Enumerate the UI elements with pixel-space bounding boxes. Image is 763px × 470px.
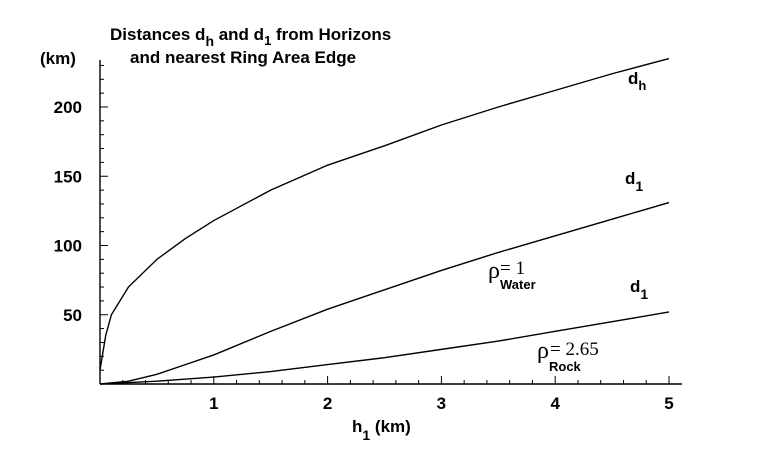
- curves: [99, 57, 670, 385]
- y-tick-label: 100: [54, 237, 82, 256]
- label-d1-rock-main: d: [630, 277, 640, 296]
- x-axis-label: h1 (km): [352, 417, 411, 443]
- series-line-2: [99, 311, 670, 385]
- label-dh: dh: [628, 69, 646, 93]
- rho-rock-symbol: ρ: [537, 338, 549, 364]
- rho-water-symbol: ρ: [488, 258, 500, 284]
- x-label-post: (km): [370, 417, 411, 436]
- rho-water-eq: = 1: [500, 258, 525, 279]
- y-tick-label: 50: [63, 306, 82, 325]
- title-sub-1: 1: [264, 33, 271, 48]
- chart-title-line2: and nearest Ring Area Edge: [130, 48, 356, 67]
- annotation-rho-rock: ρ = 2.65 Rock: [537, 338, 599, 374]
- label-d1-water-main: d: [625, 169, 635, 188]
- title-part-mid: and d: [214, 25, 264, 44]
- x-tick-label: 5: [664, 394, 673, 413]
- rho-rock-sub: Rock: [549, 359, 582, 374]
- label-d1-rock-sub: 1: [640, 286, 648, 302]
- label-d1-water: d1: [625, 169, 643, 194]
- x-ticks: 1 2 3 4 5: [122, 376, 674, 413]
- annotation-rho-water: ρ = 1 Water: [488, 258, 536, 292]
- x-label-main: h: [352, 417, 362, 436]
- y-tick-label: 150: [54, 167, 82, 186]
- title-part-pre: Distances d: [110, 25, 205, 44]
- x-tick-label: 2: [323, 394, 332, 413]
- label-dh-main: d: [628, 69, 638, 88]
- series-line-0: [99, 57, 670, 371]
- rho-water-sub: Water: [500, 277, 536, 292]
- x-tick-label: 1: [209, 394, 218, 413]
- x-tick-label: 4: [550, 394, 560, 413]
- x-label-sub: 1: [362, 427, 370, 443]
- label-dh-sub: h: [638, 78, 646, 93]
- rho-rock-eq: = 2.65: [550, 339, 599, 360]
- y-tick-label: 200: [54, 98, 82, 117]
- y-axis-label: (km): [40, 49, 76, 68]
- label-d1-rock: d1: [630, 277, 648, 302]
- title-sub-h: h: [205, 33, 214, 49]
- title-part-post: from Horizons: [271, 25, 391, 44]
- series-line-1: [99, 201, 670, 385]
- chart-title-line1: Distances dh and d1 from Horizons: [110, 25, 391, 49]
- y-ticks: 50 100 150 200: [54, 64, 108, 371]
- label-d1-water-sub: 1: [635, 178, 643, 194]
- x-tick-label: 3: [437, 394, 446, 413]
